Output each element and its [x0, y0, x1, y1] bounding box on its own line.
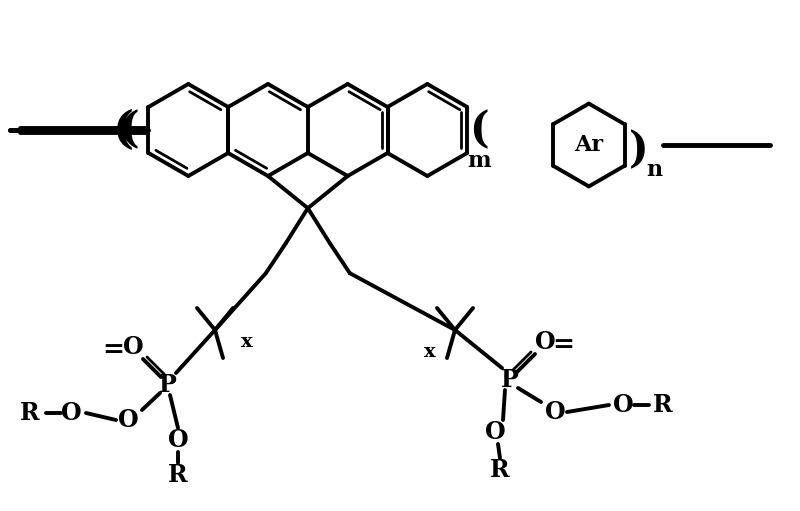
Text: R: R — [653, 393, 673, 417]
Text: Ar: Ar — [574, 134, 603, 156]
Text: O: O — [534, 330, 555, 354]
Text: (: ( — [470, 109, 489, 151]
Text: O: O — [118, 408, 138, 432]
Text: =: = — [552, 332, 574, 357]
Text: x: x — [424, 343, 436, 361]
Text: O: O — [613, 393, 634, 417]
Text: P: P — [501, 368, 519, 392]
Text: m: m — [467, 150, 491, 172]
Text: x: x — [241, 333, 253, 351]
Text: O: O — [122, 335, 143, 359]
Text: R: R — [20, 401, 40, 425]
Text: P: P — [159, 373, 177, 397]
Text: O: O — [61, 401, 82, 425]
Text: ): ) — [629, 129, 649, 171]
Text: (: ( — [113, 108, 134, 151]
Text: R: R — [168, 463, 188, 487]
Text: =: = — [102, 337, 124, 361]
Text: n: n — [646, 159, 662, 181]
Text: O: O — [545, 400, 566, 424]
Text: (: ( — [118, 109, 138, 151]
Text: R: R — [490, 458, 510, 482]
Text: O: O — [168, 428, 188, 452]
Text: O: O — [485, 420, 506, 444]
